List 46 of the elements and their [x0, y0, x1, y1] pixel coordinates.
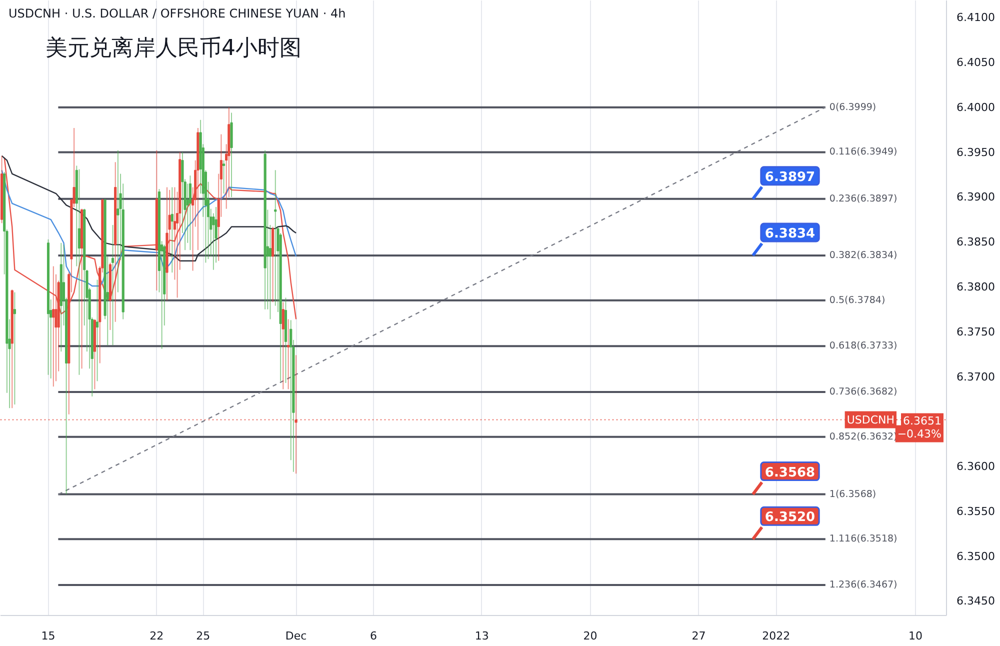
line-series: [4, 157, 297, 320]
x-tick-label: 15: [41, 630, 56, 642]
text: USDCNH · U.S. DOLLAR / OFFSHORE CHINESE YUAN · 4h: [8, 6, 346, 20]
ref-line-label: 1(6.3568): [829, 488, 876, 500]
y-tick-label: 6.3750: [956, 325, 995, 338]
x-tick-label: 27: [692, 630, 706, 642]
line-series: [1, 170, 297, 287]
y-tick-label: 6.3550: [956, 504, 995, 518]
ref-line-label: 0.852(6.3632): [829, 431, 898, 442]
y-tick-label: 6.4100: [956, 11, 995, 24]
x-tick-label: 22: [150, 630, 164, 642]
ref-line-label: 0.736(6.3682): [829, 386, 898, 398]
annotation: 6.3834: [764, 226, 816, 242]
x-tick-label: 10: [908, 630, 923, 642]
ref-line-label: 0.5(6.3784): [829, 294, 886, 306]
ref-line-label: 0(6.3999): [829, 102, 876, 113]
ref-line-label: 1.116(6.3518): [829, 534, 898, 545]
x-tick-label: Dec: [285, 630, 307, 642]
annotation: 6.3520: [764, 510, 816, 526]
text: 美元兑离岸人民币4小时图: [46, 36, 302, 61]
y-tick-label: 6.4050: [956, 56, 995, 70]
y-tick-label: 6.3900: [956, 190, 995, 204]
x-tick-label: 20: [583, 630, 598, 642]
ref-line-label: 1.236(6.3467): [829, 579, 898, 590]
y-tick-label: 6.3450: [956, 594, 995, 608]
y-tick-label: 6.4000: [956, 100, 995, 114]
x-tick-label: 2022: [762, 630, 790, 642]
y-tick-label: 6.3800: [956, 280, 995, 294]
ref-line-label: USDCNH: [846, 413, 895, 426]
x-tick-label: 25: [196, 630, 210, 642]
x-tick-label: 6: [370, 630, 377, 642]
annotation: −0.43%: [897, 427, 942, 440]
x-tick-label: 13: [474, 630, 489, 642]
ref-line-label: 0.236(6.3897): [829, 193, 898, 204]
ref-line-label: 0.382(6.3834): [829, 250, 898, 261]
ref-line-label: 0.116(6.3949): [829, 146, 898, 158]
line-series: [1, 155, 297, 262]
y-tick-label: 6.3850: [956, 236, 995, 249]
annotation: 6.3897: [764, 170, 816, 185]
y-tick-label: 6.3500: [956, 550, 995, 563]
y-tick-label: 6.3700: [956, 370, 995, 384]
ref-line-label: 0.618(6.3733): [829, 340, 898, 352]
annotation: 6.3568: [764, 465, 816, 480]
annotation: 6.3651: [903, 414, 942, 428]
y-tick-label: 6.3600: [956, 460, 995, 474]
y-tick-label: 6.3950: [956, 146, 995, 159]
